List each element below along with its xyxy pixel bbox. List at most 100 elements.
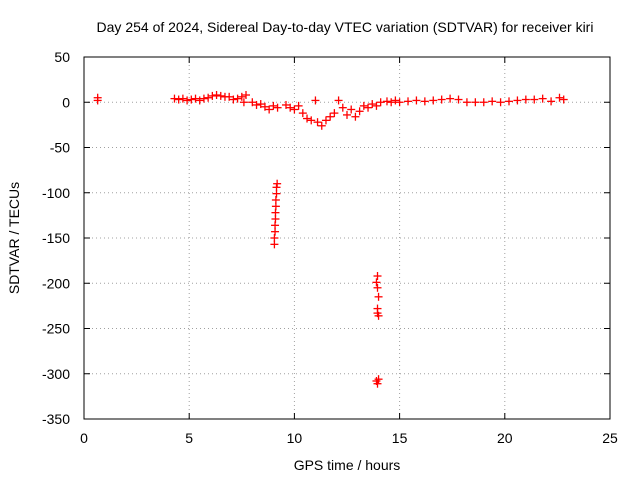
data-point: [239, 98, 248, 107]
data-point: [248, 98, 257, 107]
data-point: [265, 105, 274, 114]
data-point: [420, 97, 429, 106]
x-tick-label: 25: [602, 430, 618, 446]
axis-ticks: [83, 56, 611, 420]
data-point: [471, 98, 480, 107]
data-point: [338, 103, 347, 112]
data-point: [429, 96, 438, 105]
data-point: [559, 95, 568, 104]
data-point: [216, 91, 225, 100]
data-point: [404, 97, 413, 106]
data-point: [199, 94, 208, 103]
data-point: [462, 98, 471, 107]
tick-labels: 0 5 10 15 20 25 50 0 -50 -100 -150 -200 -250 -300 -350: [42, 49, 618, 446]
data-point: [286, 103, 295, 112]
data-point: [273, 179, 282, 188]
data-point: [298, 109, 307, 118]
data-point: [513, 96, 522, 105]
data-point: [521, 95, 530, 104]
data-point: [382, 97, 391, 106]
data-point: [387, 98, 396, 107]
data-point: [488, 97, 497, 106]
data-point: [294, 101, 303, 110]
data-point: [187, 95, 196, 104]
data-point: [505, 97, 514, 106]
data-point: [446, 94, 455, 103]
y-tick-label: -300: [42, 366, 70, 382]
data-point: [364, 103, 373, 112]
data-point: [530, 95, 539, 104]
data-point: [454, 95, 463, 104]
data-point: [290, 105, 299, 114]
data-point: [373, 283, 382, 292]
data-point: [93, 96, 102, 105]
data-point: [351, 112, 360, 121]
data-point: [229, 95, 238, 104]
data-point: [321, 116, 330, 125]
y-tick-label: 0: [62, 94, 70, 110]
data-point: [313, 118, 322, 127]
y-tick-label: -50: [50, 140, 70, 156]
x-tick-label: 15: [392, 430, 408, 446]
data-point: [212, 91, 221, 100]
y-tick-label: -150: [42, 230, 70, 246]
y-tick-label: -250: [42, 321, 70, 337]
data-point: [307, 116, 316, 125]
data-point: [326, 112, 335, 121]
y-axis-label: SDTVAR / TECUs: [6, 182, 22, 294]
y-tick-label: -100: [42, 185, 70, 201]
data-point: [242, 91, 251, 100]
x-tick-label: 10: [287, 430, 303, 446]
data-point: [334, 96, 343, 105]
data-point: [183, 96, 192, 105]
data-point: [374, 375, 383, 384]
data-point: [343, 110, 351, 119]
data-point: [260, 102, 269, 111]
y-tick-label: 50: [54, 49, 70, 65]
data-point: [373, 272, 382, 281]
data-point: [373, 379, 382, 388]
grid-layer: [84, 57, 610, 419]
data-point: [191, 94, 200, 103]
data-point: [412, 96, 421, 105]
y-tick-label: -350: [42, 411, 70, 427]
data-point: [256, 100, 265, 109]
data-point: [269, 101, 278, 110]
data-point: [178, 94, 187, 103]
data-point: [496, 98, 505, 107]
data-point: [208, 91, 217, 100]
data-point: [547, 97, 556, 106]
data-point: [538, 94, 547, 103]
data-point: [237, 92, 246, 101]
data-point: [330, 109, 339, 118]
data-point: [479, 98, 488, 107]
data-point: [281, 100, 290, 109]
data-point: [347, 105, 356, 114]
data-point: [174, 95, 183, 104]
data-point: [372, 278, 381, 287]
x-tick-label: 20: [497, 430, 513, 446]
data-point: [395, 98, 404, 107]
x-axis-label: GPS time / hours: [294, 457, 401, 473]
x-tick-label: 5: [185, 430, 193, 446]
data-point: [372, 101, 381, 110]
data-point: [368, 100, 377, 109]
chart-title: Day 254 of 2024, Sidereal Day-to-day VTE…: [97, 19, 594, 35]
data-point: [311, 96, 320, 105]
data-point: [204, 93, 213, 102]
data-point: [376, 98, 385, 107]
data-point: [355, 107, 364, 116]
data-point: [374, 292, 383, 301]
data-point: [170, 94, 179, 103]
data-point: [273, 103, 282, 112]
data-points: [93, 91, 568, 388]
data-point: [303, 114, 312, 123]
data-point: [437, 95, 446, 104]
data-point: [252, 100, 261, 109]
data-point: [374, 311, 383, 320]
data-point: [233, 94, 242, 103]
data-point: [317, 121, 326, 130]
x-tick-label: 0: [80, 430, 88, 446]
y-tick-label: -200: [42, 275, 70, 291]
